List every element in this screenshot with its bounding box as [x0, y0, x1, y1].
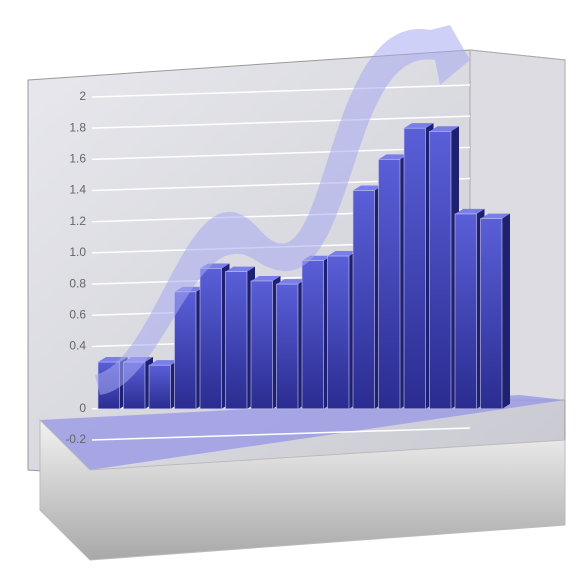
bar — [403, 127, 426, 410]
bar — [225, 271, 248, 410]
trend-arrow — [95, 25, 470, 395]
y-tick-label: 0.4 — [69, 339, 86, 353]
bars — [97, 123, 510, 410]
floor — [40, 395, 565, 470]
bar-top — [378, 154, 408, 160]
y-tick-label: 2 — [79, 89, 86, 103]
y-tick-label: 0.8 — [69, 276, 86, 290]
bar — [378, 159, 401, 410]
bar-top — [353, 185, 383, 191]
bar — [454, 213, 477, 410]
y-tick-label: 1.8 — [69, 120, 86, 134]
bar-side — [502, 213, 510, 409]
bar — [327, 255, 350, 410]
bar — [276, 283, 299, 410]
y-tick-label: 0 — [79, 401, 86, 415]
y-tick-label: 1.0 — [69, 245, 86, 259]
bar-top — [455, 208, 485, 214]
base — [39, 418, 566, 561]
bar-top — [225, 266, 255, 272]
y-tick-label: 1.2 — [69, 214, 86, 228]
bar — [301, 260, 324, 410]
bar-top — [429, 126, 459, 132]
bar — [429, 131, 452, 410]
bar-top — [480, 213, 510, 219]
y-tick-label: -0.2 — [65, 432, 86, 446]
bar — [352, 190, 375, 410]
bar-top — [327, 251, 357, 257]
bar — [250, 280, 273, 410]
bar-top — [149, 360, 179, 366]
grid-line — [91, 84, 471, 98]
grid-line — [91, 427, 471, 441]
y-tick-label: 1.6 — [69, 152, 86, 166]
y-tick-label: 0.6 — [69, 307, 86, 321]
bar — [480, 218, 503, 410]
bar-top — [404, 123, 434, 129]
grid-line — [91, 115, 471, 129]
y-tick-label: 1.4 — [69, 183, 86, 197]
bar-top — [251, 275, 281, 281]
bar — [148, 364, 171, 410]
bar-top — [276, 279, 306, 285]
bar — [199, 268, 222, 410]
